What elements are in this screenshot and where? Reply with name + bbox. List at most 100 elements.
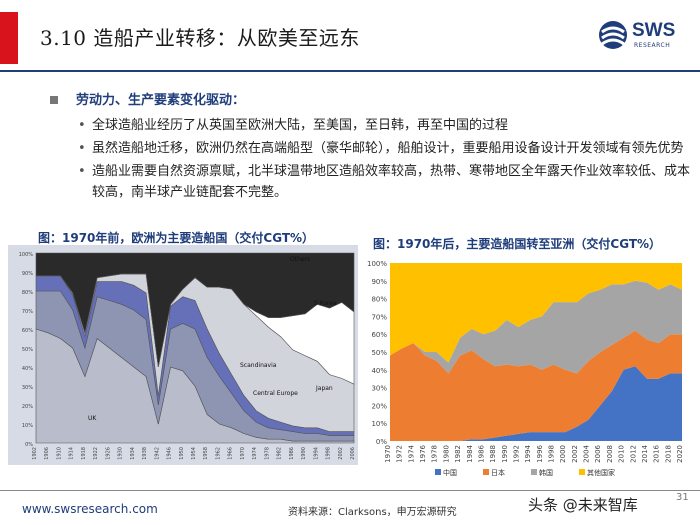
y-tick-label: 20% [371,402,387,410]
x-tick-label: 1954 [191,447,197,460]
dot-bullet-icon: • [78,164,86,179]
x-tick-label: 1996 [536,444,544,462]
y-tick-label: 90% [22,271,33,277]
x-tick-label: 1994 [313,447,319,460]
x-tick-label: 1970 [240,447,246,460]
x-tick-label: 1978 [264,447,270,460]
x-tick-label: 1974 [252,447,258,460]
source-note: 资料来源：Clarksons，申万宏源研究 [288,507,457,518]
y-tick-label: 80% [371,296,387,304]
x-tick-label: 2002 [571,445,579,463]
series-label: Scandinavia [240,362,277,369]
sws-logo: SWS RESEARCH [598,16,690,56]
x-tick-label: 2016 [653,444,661,462]
x-tick-label: 1910 [56,447,62,460]
x-tick-label: 2018 [664,445,672,463]
bullet-item-text: 虽然造船地迁移，欧洲仍然在高端船型（豪华邮轮），船舶设计，重要船用设备设计开发领… [92,141,684,156]
left-chart-title: 图：1970年前，欧洲为主要造船国（交付CGT%） [38,231,315,245]
x-tick-label: 1938 [142,447,148,460]
x-tick-label: 1994 [524,444,532,462]
x-tick-label: 1978 [431,445,439,463]
series-label: Others [290,256,310,263]
legend-label: 韩国 [539,468,553,477]
x-tick-label: 2006 [594,444,602,462]
x-tick-label: 1974 [407,444,415,462]
x-tick-label: 2014 [641,444,649,462]
x-tick-label: 1926 [105,447,111,460]
series-label: Central Europe [253,390,298,397]
x-tick-label: 1934 [130,447,136,460]
x-tick-label: 2002 [338,447,344,460]
bullet-item: • 全球造船业经历了从英国至欧洲大陆，至美国，至日韩，再至中国的过程 [50,115,690,136]
watermark: 头条 @未来智库 [528,496,638,514]
header-accent-bar [0,12,18,64]
sws-logo-icon [599,21,627,49]
y-tick-label: 10% [371,420,387,428]
y-tick-label: 30% [371,385,387,393]
x-tick-label: 1930 [118,447,124,460]
footer-rule [0,490,700,491]
bullet-list: 劳动力、生产要素变化驱动： • 全球造船业经历了从英国至欧洲大陆，至美国，至日韩… [50,90,690,205]
y-tick-label: 0% [376,438,387,446]
y-tick-label: 20% [22,404,33,410]
x-tick-label: 1990 [501,445,509,463]
x-tick-label: 1902 [32,447,38,460]
y-tick-label: 100% [19,252,34,258]
y-tick-label: 100% [367,260,387,268]
x-tick-label: 1962 [215,447,221,460]
y-tick-label: 40% [371,367,387,375]
y-tick-label: 60% [371,331,387,339]
right-area-chart: 0% 10% 20% 30% 40% 50% 60% 70% 80% 90% 100% 1970 197… [367,260,684,477]
legend-swatch [531,469,537,475]
y-tick-label: 70% [22,309,33,315]
x-tick-label: 2008 [606,445,614,463]
area-series-3 [390,280,682,374]
legend-swatch [435,469,441,475]
dot-bullet-icon: • [78,141,86,156]
x-tick-label: 1984 [466,444,474,462]
x-tick-label: 1980 [442,445,450,463]
x-tick-label: 1906 [44,447,50,460]
x-tick-label: 1966 [228,447,234,460]
x-tick-label: 1992 [512,445,520,463]
bullet-item-text: 造船业需要自然资源禀赋，北半球温带地区造船效率较高，热带、寒带地区全年露天作业效… [92,164,691,200]
footer-url-link[interactable]: www.swsresearch.com [22,502,158,516]
y-tick-label: 90% [371,278,387,286]
y-tick-label: 60% [22,328,33,334]
page-number: 31 [676,492,689,503]
x-tick-label: 1950 [179,447,185,460]
slide-title: 3.10 造船产业转移：从欧美至远东 [40,26,360,50]
x-tick-label: 1982 [277,447,283,460]
y-tick-label: 40% [22,366,33,372]
x-tick-label: 2000 [559,445,567,463]
x-tick-label: 1988 [489,445,497,463]
x-tick-label: 2020 [676,445,684,463]
x-tick-label: 1946 [167,447,173,460]
y-tick-label: 70% [371,313,387,321]
area-series-2 [390,330,682,441]
x-tick-label: 1998 [326,447,332,460]
x-tick-label: 1990 [301,447,307,460]
x-tick-label: 2006 [350,447,356,460]
legend-swatch [483,469,489,475]
right-chart-title: 图：1970年后，主要造船国转至亚洲（交付CGT%） [373,237,662,251]
y-tick-label: 80% [22,290,33,296]
x-tick-label: 1972 [396,445,404,463]
x-tick-label: 2004 [583,444,591,462]
header-rule [0,70,700,72]
bullet-item-text: 全球造船业经历了从英国至欧洲大陆，至美国，至日韩，再至中国的过程 [92,118,509,133]
x-tick-label: 1958 [203,447,209,460]
logo-text: SWS [632,20,676,41]
x-tick-label: 1976 [419,444,427,462]
x-tick-label: 1986 [289,447,295,460]
bullet-item: • 造船业需要自然资源禀赋，北半球温带地区造船效率较高，热带、寒带地区全年露天作… [50,161,690,203]
legend-label: 中国 [443,468,457,477]
x-tick-label: 2012 [629,445,637,463]
area-series-1 [390,366,682,441]
area-series-6 [35,252,355,368]
legend-label: 日本 [491,468,505,477]
y-tick-label: 30% [22,385,33,391]
slide-header: 3.10 造船产业转移：从欧美至远东 [0,0,700,72]
x-tick-label: 1918 [81,447,87,460]
x-tick-label: 2010 [618,445,626,463]
